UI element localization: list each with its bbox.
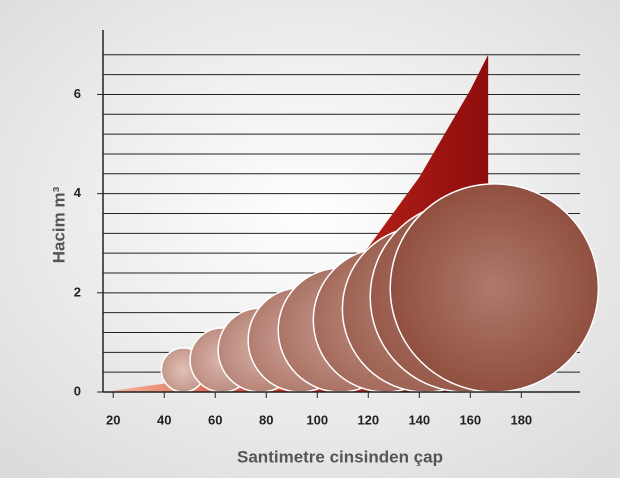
y-tick-label: 6	[74, 86, 81, 101]
x-axis-title: Santimetre cinsinden çap	[237, 447, 443, 466]
x-tick-label: 40	[157, 412, 171, 427]
x-tick-label: 100	[306, 412, 328, 427]
y-tick-label: 0	[74, 383, 81, 398]
bubble	[389, 183, 600, 393]
x-tick-label: 140	[408, 412, 430, 427]
y-axis-title: Hacim m³	[49, 186, 68, 263]
x-tick-label: 120	[357, 412, 379, 427]
x-tick-label: 160	[459, 412, 481, 427]
x-tick-label: 180	[510, 412, 532, 427]
x-tick-label: 60	[208, 412, 222, 427]
y-tick-label: 2	[74, 284, 81, 299]
y-tick-label: 4	[74, 185, 82, 200]
x-tick-label: 80	[259, 412, 273, 427]
x-tick-label: 20	[106, 412, 120, 427]
